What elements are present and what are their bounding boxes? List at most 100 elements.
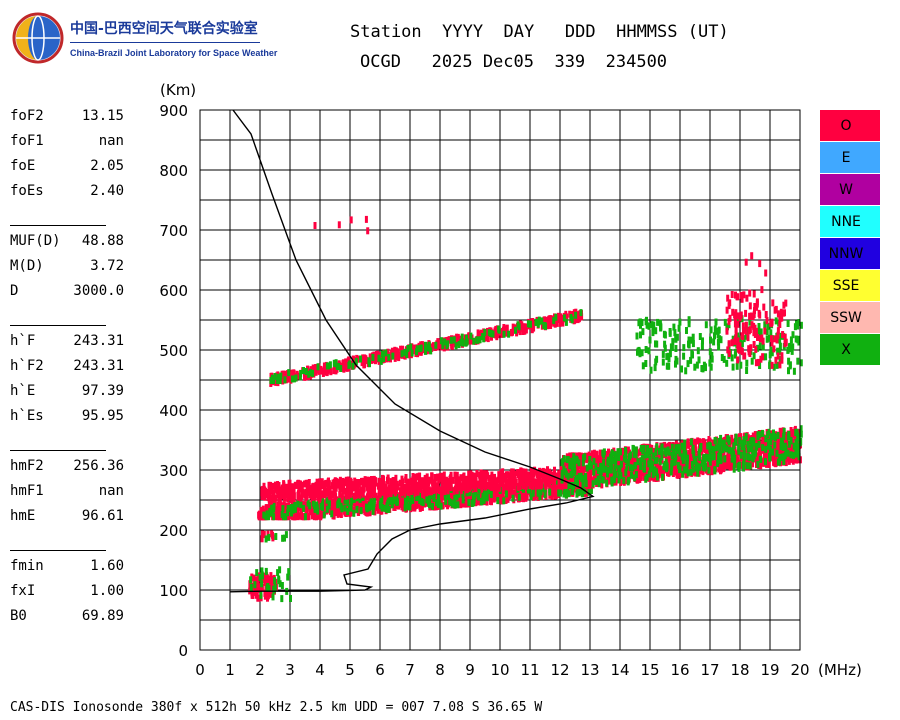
- echo-point-X: [601, 449, 605, 457]
- echo-point-O: [714, 453, 718, 461]
- echo-point-O: [276, 508, 280, 516]
- echo-point-X: [260, 580, 264, 588]
- echo-point-X: [703, 455, 707, 462]
- echo-point-O: [660, 466, 664, 474]
- echo-point-X: [773, 441, 777, 449]
- echo-point-O: [741, 322, 745, 330]
- echo-point-X: [602, 465, 606, 473]
- echo-point-O: [299, 494, 303, 502]
- echo-point-O: [287, 479, 291, 487]
- echo-point-X: [758, 342, 762, 350]
- echo-point-X: [279, 372, 283, 380]
- echo-point-X: [772, 433, 776, 440]
- echo-point-X: [635, 332, 639, 340]
- header-labels: Station YYYY DAY DDD HHMMSS (UT): [350, 22, 729, 42]
- echo-point-O: [290, 493, 294, 501]
- echo-point-O: [423, 488, 427, 496]
- echo-point-O: [314, 481, 318, 489]
- echo-point-O: [308, 486, 312, 494]
- echo-point-X: [340, 505, 344, 513]
- echo-point-X: [392, 492, 396, 500]
- echo-point-O: [341, 487, 345, 495]
- echo-point-O: [702, 439, 706, 447]
- echo-point-X: [737, 447, 741, 455]
- echo-point-X: [647, 347, 651, 355]
- echo-point-O: [292, 487, 296, 495]
- echo-point-O: [394, 474, 398, 482]
- echo-point-O: [762, 434, 766, 442]
- echo-point-O: [347, 487, 351, 495]
- echo-point-X: [681, 470, 685, 478]
- echo-point-O: [423, 483, 426, 491]
- echo-point-X: [388, 494, 392, 502]
- echo-point-X: [461, 339, 465, 347]
- echo-point-X: [689, 438, 693, 446]
- echo-point-X: [336, 499, 340, 507]
- echo-point-X: [416, 493, 420, 501]
- echo-point-X: [696, 469, 700, 477]
- echo-point-O: [363, 498, 367, 506]
- echo-point-O: [287, 487, 291, 495]
- echo-point-X: [701, 337, 704, 345]
- echo-point-X: [778, 336, 782, 344]
- echo-point-X: [307, 370, 311, 378]
- echo-point-X: [405, 351, 409, 359]
- echo-point-X: [769, 329, 773, 337]
- echo-point-X: [730, 455, 734, 463]
- echo-point-X: [380, 495, 384, 503]
- echo-point-X: [640, 455, 644, 462]
- echo-point-X: [791, 343, 795, 351]
- echo-point-X: [566, 456, 570, 464]
- echo-point-X: [538, 493, 542, 501]
- echo-point-X: [313, 505, 317, 513]
- echo-point-O: [324, 502, 328, 510]
- param-row: foF2 13.15: [10, 108, 150, 128]
- echo-point-X: [779, 332, 783, 340]
- echo-point-O: [592, 454, 596, 462]
- echo-point-X: [651, 471, 655, 478]
- param-value: nan: [98, 483, 124, 499]
- echo-point-O: [725, 327, 729, 335]
- echo-point-O: [303, 480, 306, 488]
- param-row: fxI 1.00: [10, 583, 150, 603]
- echo-point-X: [624, 469, 628, 477]
- echo-point-X: [410, 349, 414, 357]
- echo-point-O: [697, 459, 701, 467]
- echo-point-X: [655, 468, 658, 476]
- echo-point-O: [463, 500, 467, 508]
- echo-point-X: [768, 362, 772, 370]
- echo-point-O: [286, 495, 290, 503]
- param-name: fxI: [10, 583, 36, 599]
- echo-point-O: [496, 491, 500, 499]
- echo-point-O: [260, 489, 264, 497]
- echo-point-O: [284, 372, 288, 380]
- echo-point-O: [410, 504, 414, 512]
- echo-point-O: [547, 472, 551, 480]
- echo-point-X: [761, 429, 764, 437]
- echo-point-X: [423, 347, 427, 355]
- echo-point-X: [346, 499, 350, 507]
- echo-point-X: [786, 320, 790, 327]
- echo-point-O: [322, 499, 326, 507]
- echo-point-X: [289, 595, 292, 602]
- echo-point-O: [411, 473, 415, 480]
- echo-point-O: [322, 489, 326, 497]
- echo-point-O: [485, 328, 489, 336]
- echo-point-X: [395, 493, 399, 501]
- echo-point-O: [319, 511, 323, 519]
- echo-point-X: [787, 440, 791, 448]
- echo-point-X: [559, 489, 562, 497]
- echo-point-X: [453, 501, 457, 509]
- echo-point-X: [487, 329, 491, 337]
- echo-point-X: [491, 330, 495, 338]
- echo-point-X: [249, 576, 253, 584]
- echo-point-X: [312, 502, 316, 509]
- echo-point-O: [561, 319, 565, 327]
- echo-point-X: [406, 493, 410, 501]
- echo-point-X: [517, 323, 521, 331]
- echo-point-O: [750, 459, 754, 467]
- echo-point-O: [413, 503, 417, 511]
- echo-point-X: [775, 361, 779, 369]
- echo-point-O: [501, 489, 505, 497]
- echo-point-X: [748, 318, 752, 326]
